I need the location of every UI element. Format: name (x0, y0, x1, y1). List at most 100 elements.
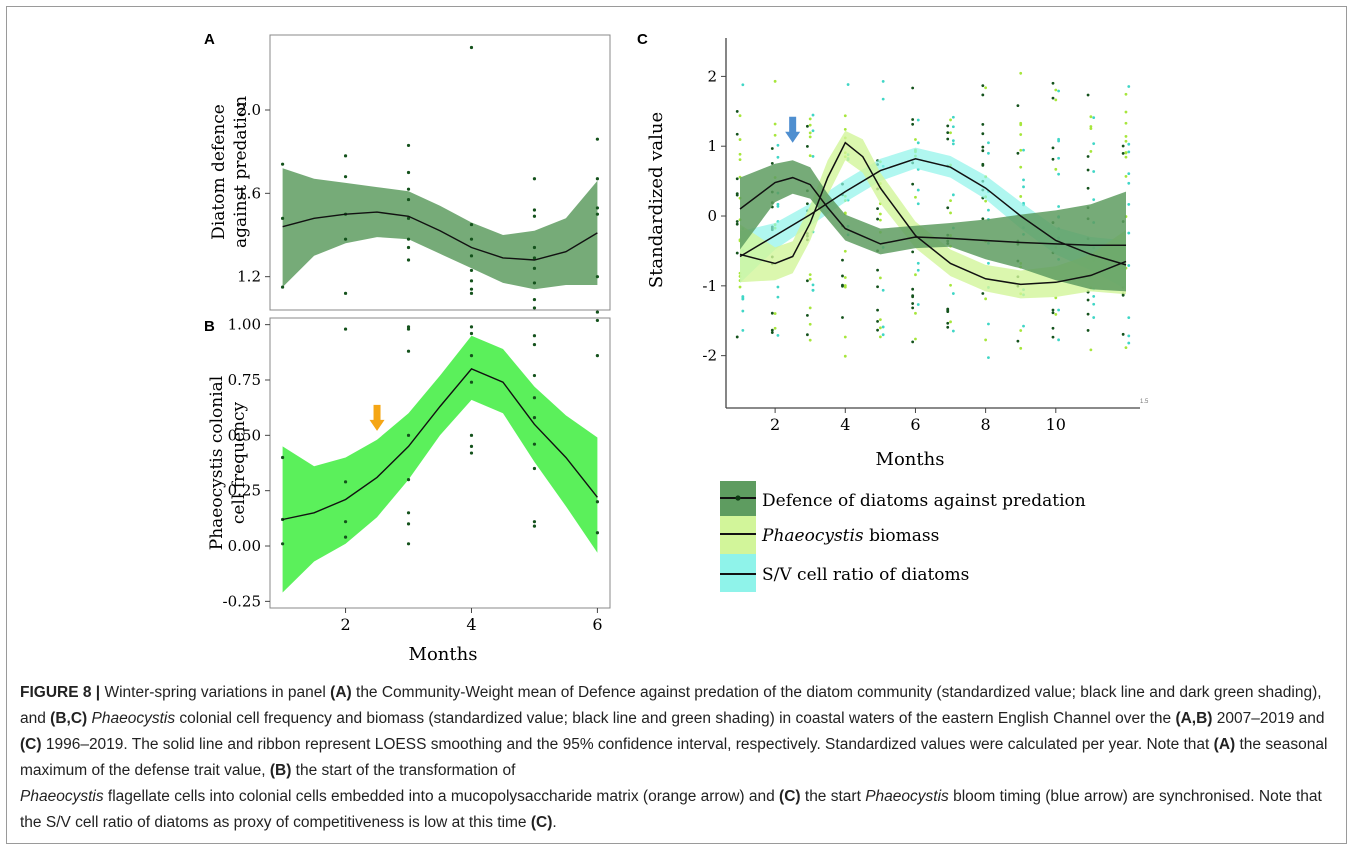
data-point (1092, 142, 1096, 146)
data-point (1016, 339, 1020, 343)
blue-arrow-icon (785, 116, 801, 143)
panel-a-loess-line (282, 211, 598, 261)
data-point (808, 123, 812, 127)
data-point (595, 531, 600, 535)
data-point (878, 276, 882, 280)
data-point (280, 455, 285, 460)
data-point (343, 291, 348, 295)
panel-a-chart: 1.2 1.6 2.0 Diatom defence against predati… (209, 34, 611, 323)
data-point (808, 306, 812, 310)
data-point (916, 202, 920, 206)
data-point (1019, 346, 1023, 350)
data-point (811, 155, 815, 158)
data-point (469, 237, 474, 241)
data-point (881, 325, 885, 329)
data-point (532, 297, 537, 302)
data-point (1019, 165, 1023, 169)
data-point (595, 354, 600, 358)
data-point (843, 276, 847, 279)
data-point (951, 142, 955, 146)
data-point (738, 152, 742, 156)
data-point (981, 149, 985, 153)
data-point (911, 118, 915, 121)
data-point (1057, 156, 1061, 160)
data-point (738, 138, 742, 141)
data-point (951, 125, 955, 129)
y-tick-label: 1.6 (237, 184, 261, 202)
data-point (811, 129, 815, 133)
legend-label-phaeocystis-italic: Phaeocystis (761, 526, 864, 546)
data-point (846, 83, 850, 86)
data-point (773, 133, 777, 137)
data-point (1051, 81, 1055, 85)
data-point (878, 326, 882, 330)
figure-caption: FIGURE 8 | Winter-spring variations in p… (20, 680, 1335, 836)
data-point (914, 195, 917, 199)
caption-text-1: Winter-spring variations in panel (100, 684, 331, 701)
data-point (981, 122, 985, 126)
data-point (741, 297, 745, 301)
data-point (876, 268, 879, 272)
data-point (469, 444, 474, 448)
data-point (1127, 203, 1131, 206)
data-point (532, 281, 537, 285)
data-point (876, 308, 879, 312)
data-point (1092, 295, 1096, 298)
data-point (469, 268, 474, 273)
x-tick-label: 2 (340, 615, 350, 634)
data-point (951, 292, 955, 295)
data-point (1124, 346, 1128, 350)
data-point (532, 256, 537, 260)
caption-ref-a: (A) (330, 684, 352, 701)
caption-text-3: colonial cell frequency and biomass (sta… (175, 710, 1176, 727)
data-point (1092, 316, 1096, 319)
line-series-0 (739, 176, 1126, 247)
data-point (876, 217, 879, 221)
data-point (805, 313, 809, 317)
data-point (1019, 133, 1023, 136)
data-point (1092, 170, 1096, 173)
data-point (469, 433, 474, 437)
data-point (1086, 93, 1090, 97)
data-point (532, 177, 537, 181)
data-point (773, 79, 777, 83)
arrow-shape (785, 116, 801, 143)
data-point (343, 237, 348, 241)
data-point (881, 288, 885, 292)
x-tick-label: 4 (840, 415, 850, 434)
data-point (595, 310, 600, 314)
data-point (532, 373, 537, 378)
caption-text-2: the Community-Weight mean of Defence aga… (20, 684, 1322, 727)
data-point (1121, 293, 1125, 297)
data-point (949, 211, 952, 215)
data-point (406, 478, 411, 482)
data-point (1057, 308, 1061, 312)
data-point (1057, 205, 1061, 208)
data-point (811, 113, 815, 117)
data-point (1057, 338, 1061, 342)
data-point (343, 327, 348, 331)
panel-c-confidence-bands (740, 130, 1126, 299)
data-point (1124, 139, 1128, 143)
data-point (949, 320, 952, 324)
data-point (916, 141, 920, 145)
data-point (1051, 146, 1055, 150)
data-point (805, 279, 809, 283)
data-point (406, 542, 411, 546)
caption-text-8: flagellate cells into colonial cells emb… (103, 788, 780, 805)
data-point (805, 124, 809, 128)
caption-text-7: the start of the transformation of (291, 762, 516, 779)
data-point (595, 275, 600, 279)
caption-figure-label: FIGURE 8 | (20, 684, 101, 701)
data-point (469, 331, 474, 336)
panel-c-chart: -2 -1 0 1 2 2 4 6 8 10 1.5 Standardized value Mon… (646, 38, 1149, 470)
data-point (808, 273, 812, 277)
data-point (1016, 151, 1020, 155)
data-point (1019, 121, 1023, 125)
data-point (949, 283, 952, 287)
x-tick-label: 10 (1046, 415, 1066, 434)
data-point (949, 131, 952, 135)
data-point (916, 118, 920, 122)
data-point (878, 318, 882, 322)
data-point (878, 218, 882, 222)
